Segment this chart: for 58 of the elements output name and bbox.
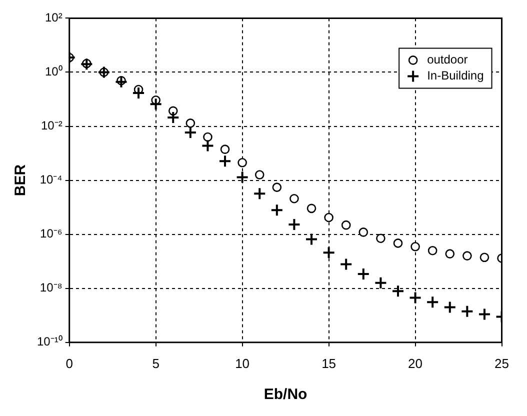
point [166, 111, 180, 124]
point [391, 284, 404, 298]
point [220, 144, 230, 154]
point [322, 246, 336, 260]
point [236, 170, 249, 184]
point [305, 232, 318, 246]
x-tick-label: 10 [235, 356, 250, 371]
y-tick-label: 10⁻¹⁰ [37, 334, 62, 349]
point [393, 238, 403, 248]
point [80, 58, 94, 71]
point [253, 187, 266, 200]
point [290, 194, 299, 204]
point [218, 154, 232, 168]
point [270, 204, 284, 217]
legend-label: outdoor [427, 52, 468, 67]
point [306, 204, 316, 214]
point [184, 126, 197, 139]
y-axis-title: BER [12, 164, 30, 196]
point [341, 220, 351, 230]
x-tick-label: 15 [322, 356, 336, 371]
point [480, 252, 490, 262]
x-tick-label: 0 [66, 356, 73, 371]
x-tick-label: 25 [494, 356, 510, 371]
point [408, 291, 422, 304]
point [426, 296, 440, 309]
point [324, 212, 334, 222]
y-tick-label: 10⁻⁸ [40, 280, 62, 295]
y-tick-label: 10² [45, 10, 62, 25]
y-tick-label: 10⁻⁶ [40, 226, 62, 241]
legend-label: In-Building [427, 68, 484, 83]
point [428, 246, 438, 256]
y-tick-label: 10⁻² [41, 118, 62, 133]
point [340, 258, 353, 271]
point [478, 308, 491, 321]
point [288, 218, 301, 232]
point [149, 98, 162, 111]
point [445, 249, 455, 258]
point [254, 170, 264, 180]
y-tick-label: 10⁻⁴ [40, 172, 62, 187]
point [186, 118, 196, 128]
point [374, 276, 388, 290]
point [358, 228, 368, 237]
point [376, 234, 386, 243]
x-tick-label: 20 [408, 356, 423, 371]
point [203, 132, 212, 142]
x-axis-title: Eb/No [264, 386, 308, 404]
point [410, 242, 420, 252]
x-tick-label: 5 [152, 356, 160, 371]
point [201, 139, 214, 152]
y-tick-label: 10⁰ [44, 64, 62, 79]
point [356, 268, 370, 281]
point [272, 182, 282, 192]
point [132, 86, 146, 100]
point [238, 158, 247, 168]
point [460, 304, 474, 318]
point [114, 75, 128, 88]
point [443, 300, 456, 314]
point [462, 251, 472, 260]
